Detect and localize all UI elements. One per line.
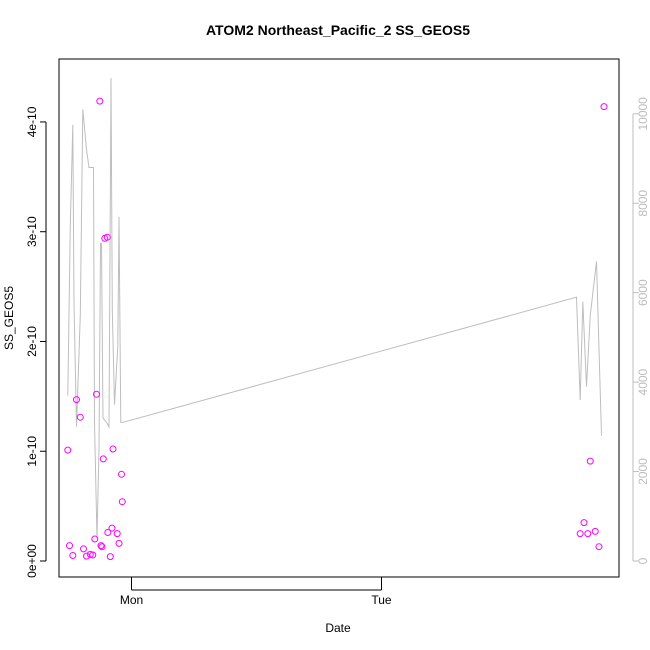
data-point [64,446,72,454]
plot-area: 0e+00 1e-10 2e-10 3e-10 4e-10 0 2000 4000 6000 80… [25,58,650,607]
data-point [591,527,599,535]
data-point [98,543,106,551]
data-point [76,413,84,421]
data-point [99,455,107,463]
data-point [89,551,97,559]
data-point [106,553,114,561]
x-tick-label: Mon [120,593,143,607]
data-point [93,390,100,398]
altitude-line [67,78,602,539]
data-point [66,542,73,550]
y2-tick-label: 2000 [636,458,650,485]
data-point [69,552,77,559]
plot-frame [58,58,620,578]
data-point [91,535,99,543]
data-point [103,233,111,241]
data-point [113,530,121,538]
x-tick-label: Tue [371,593,392,607]
data-point [73,396,80,404]
x-axis-label: Date [325,621,351,635]
data-point [83,552,90,560]
data-point [104,529,112,536]
data-point [96,97,104,105]
y-tick-label: 1e-10 [25,436,39,467]
y-tick-label: 0e+00 [25,544,39,578]
y-tick-label: 3e-10 [25,216,39,247]
y-axis-label: SS_GEOS5 [2,286,16,350]
chart-title: ATOM2 Northeast_Pacific_2 SS_GEOS5 [206,22,470,38]
data-point [118,498,126,506]
y2-tick-label: 4000 [636,368,650,395]
data-point [108,524,116,532]
data-point [109,445,117,453]
data-point [115,539,123,547]
y2-tick-label: 6000 [636,279,650,306]
y2-tick-label: 8000 [636,190,650,217]
data-point [80,545,87,553]
y-tick-label: 2e-10 [25,326,39,357]
y2-tick-label: 10000 [636,97,650,131]
data-point [584,530,592,538]
y2-tick-label: 0 [636,557,650,564]
data-point [580,519,588,527]
data-point [586,457,594,465]
data-point [600,103,608,111]
data-point [595,543,603,551]
y-tick-label: 4e-10 [25,106,39,137]
data-point [118,470,125,478]
data-point [97,542,105,550]
data-point [576,530,584,538]
